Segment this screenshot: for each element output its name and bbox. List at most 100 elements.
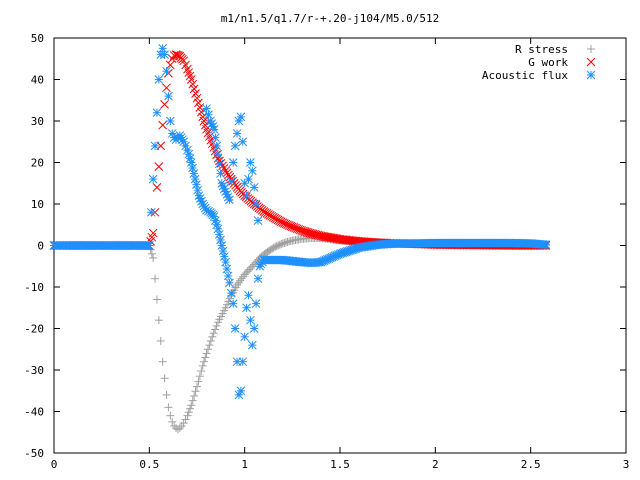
data-point [217, 241, 227, 250]
data-point [280, 219, 289, 228]
data-point [287, 222, 297, 232]
y-tick-label: 20 [31, 157, 44, 170]
data-point [192, 93, 202, 103]
data-point [195, 372, 204, 381]
data-point [181, 60, 190, 70]
data-point [202, 104, 211, 113]
data-point [244, 174, 253, 184]
data-point [190, 174, 200, 184]
series-acoustic-flux-extra [202, 104, 263, 225]
data-point [181, 415, 190, 424]
data-point [165, 60, 175, 70]
data-point [278, 218, 288, 228]
data-point [230, 324, 240, 333]
data-point [162, 390, 171, 399]
data-point [211, 133, 220, 142]
series-g-work [49, 50, 551, 250]
y-tick-label: -20 [24, 323, 44, 336]
y-tick-label: 40 [31, 74, 44, 87]
data-point [294, 224, 304, 234]
data-point [251, 299, 261, 308]
data-point [190, 391, 199, 400]
data-point [179, 56, 189, 66]
legend-marker [586, 57, 596, 67]
data-point [149, 253, 158, 262]
data-point [194, 98, 203, 108]
data-point [160, 50, 169, 59]
data-point [179, 137, 189, 147]
legend-label: Acoustic flux [482, 69, 568, 82]
data-point [226, 176, 236, 186]
data-point [203, 345, 212, 354]
data-point [247, 166, 257, 176]
data-point [228, 158, 238, 167]
legend-marker [586, 70, 596, 80]
data-point [249, 183, 259, 192]
legend-label: R stress [515, 43, 568, 56]
data-point [232, 129, 242, 138]
data-point [188, 163, 197, 173]
data-point [218, 246, 228, 256]
data-point [253, 216, 263, 225]
data-point [152, 108, 162, 118]
data-point [286, 221, 296, 231]
data-point [208, 332, 217, 341]
data-point [300, 227, 310, 236]
y-tick-label: -10 [24, 281, 44, 294]
x-tick-label: 1.5 [330, 458, 350, 471]
data-point [228, 299, 238, 308]
data-point [191, 387, 200, 396]
data-point [179, 419, 188, 428]
data-point [246, 315, 255, 325]
data-point [247, 340, 257, 350]
data-point [164, 91, 173, 101]
x-tick-label: 2 [432, 458, 439, 471]
data-point [216, 235, 225, 245]
x-tick-label: 1 [241, 458, 248, 471]
legend-label: G work [528, 56, 568, 69]
data-point [233, 280, 242, 289]
data-point [175, 424, 184, 433]
data-point [196, 107, 206, 117]
data-point [202, 349, 211, 358]
data-point [302, 227, 311, 237]
data-point [238, 137, 248, 147]
data-point [209, 124, 219, 134]
data-point [240, 332, 250, 342]
data-point [170, 422, 179, 431]
data-point [212, 321, 221, 330]
data-point [303, 228, 313, 237]
legend-marker [587, 45, 595, 53]
data-point [173, 425, 182, 434]
data-point [160, 100, 169, 109]
data-point [246, 158, 255, 167]
data-point [289, 223, 299, 232]
data-point [213, 149, 223, 159]
series-acoustic-flux [49, 44, 551, 400]
data-point [162, 83, 171, 93]
data-point [188, 79, 198, 89]
data-point [158, 357, 167, 366]
x-tick-label: 3 [623, 458, 630, 471]
data-point [198, 361, 207, 370]
data-point [201, 353, 210, 362]
data-point [144, 241, 154, 250]
y-tick-label: 50 [31, 32, 44, 45]
data-point [191, 89, 200, 98]
data-point [251, 199, 261, 209]
data-point [189, 84, 199, 94]
data-point [234, 116, 244, 126]
data-point [225, 278, 234, 288]
data-point [236, 112, 246, 122]
data-point [148, 174, 158, 184]
data-point [184, 408, 193, 417]
data-point [305, 228, 315, 238]
axes: 0 0.5 1 1.5 2 2.5 3 50 40 30 20 10 0 -10 -20 -30 -40 -50 [24, 32, 629, 471]
data-point [160, 374, 169, 383]
data-point [162, 66, 171, 76]
y-tick-label: -40 [24, 406, 44, 419]
data-point [186, 158, 196, 167]
data-point [216, 169, 225, 178]
